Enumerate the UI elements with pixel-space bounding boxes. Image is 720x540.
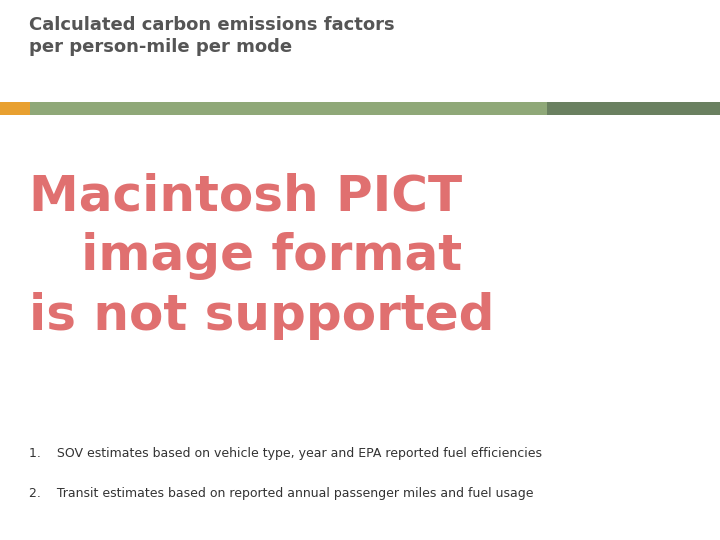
Bar [0, 102, 30, 115]
Bar [547, 102, 720, 115]
Text: 2.    Transit estimates based on reported annual passenger miles and fuel usage: 2. Transit estimates based on reported a… [29, 487, 534, 500]
Text: 1.    SOV estimates based on vehicle type, year and EPA reported fuel efficienci: 1. SOV estimates based on vehicle type, … [29, 447, 541, 460]
Bar [30, 102, 547, 115]
Text: Calculated carbon emissions factors
per person-mile per mode: Calculated carbon emissions factors per … [29, 16, 395, 56]
Text: Macintosh PICT
   image format
is not supported: Macintosh PICT image format is not suppo… [29, 173, 495, 340]
